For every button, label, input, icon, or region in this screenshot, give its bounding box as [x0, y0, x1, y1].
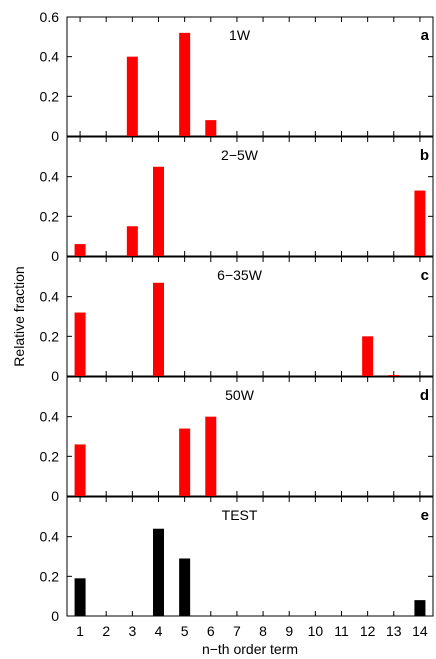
bar — [153, 528, 164, 616]
bar — [153, 282, 164, 376]
panel-frame — [66, 16, 434, 137]
panel-title: 6−35W — [217, 267, 263, 283]
panel-title: 2−5W — [221, 147, 259, 163]
bar — [126, 56, 138, 136]
x-axis-label: n−th order term — [202, 641, 298, 657]
bar — [74, 578, 86, 616]
panel-e: 0 0.2 0.4 TEST e — [40, 496, 434, 624]
y-tick-label: 0.6 — [40, 9, 60, 25]
y-axis-label: Relative fraction — [11, 266, 27, 366]
bar — [388, 375, 400, 376]
x-tick-label: 13 — [386, 623, 402, 639]
x-tick-label: 11 — [334, 623, 349, 639]
bar — [362, 336, 374, 376]
panel-title: TEST — [222, 507, 258, 523]
y-tick-label: 0.4 — [40, 289, 60, 305]
bar — [74, 312, 86, 376]
x-tick-label: 10 — [308, 623, 324, 639]
y-tick-label: 0.4 — [40, 529, 60, 545]
bar — [74, 444, 86, 496]
bar — [126, 226, 138, 256]
panel-letter: c — [421, 267, 429, 284]
y-tick-label: 0.2 — [40, 568, 60, 584]
panel-a: 0 0.2 0.4 0.6 1W a — [40, 9, 434, 144]
panel-letter: e — [421, 507, 429, 524]
x-tick-label: 1 — [76, 623, 84, 639]
y-tick-label: 0.2 — [40, 328, 60, 344]
x-tick-label: 6 — [207, 623, 215, 639]
bar — [153, 166, 164, 256]
x-tick-label: 9 — [285, 623, 293, 639]
panel-d: 0 0.2 0.4 50W d — [40, 376, 434, 504]
bar — [205, 416, 217, 496]
y-tick-label: 0 — [51, 368, 59, 384]
bar — [205, 120, 217, 136]
x-tick-label: 8 — [259, 623, 267, 639]
panel-frame — [66, 376, 434, 497]
bar — [414, 190, 426, 256]
panels: 00.20.40.61W a00.20.42−5W b00.20.46−35W c00… — [40, 9, 434, 624]
x-tick-label: 5 — [181, 623, 189, 639]
panel-letter: a — [421, 27, 430, 44]
panel-b: 0 0.2 0.4 2−5W b — [40, 136, 434, 264]
bar — [414, 600, 426, 616]
panel-letter: b — [420, 147, 429, 164]
panel-c: 0 0.2 0.4 6−35W c — [40, 256, 434, 384]
y-tick-label: 0 — [51, 128, 59, 144]
x-tick-label: 12 — [360, 623, 376, 639]
y-tick-label: 0.4 — [40, 169, 60, 185]
y-tick-label: 0 — [51, 248, 59, 264]
x-tick-labels: 1 2 3 4 5 6 7 8 9 10 11 12 13 14 — [76, 623, 428, 639]
panel-title: 1W — [229, 27, 251, 43]
x-tick-label: 3 — [128, 623, 136, 639]
y-tick-label: 0.2 — [40, 208, 60, 224]
y-tick-label: 0 — [51, 488, 59, 504]
x-tick-label: 2 — [102, 623, 110, 639]
bar — [179, 428, 191, 496]
y-tick-label: 0 — [51, 608, 59, 624]
y-tick-label: 0.4 — [40, 409, 60, 425]
bar — [74, 244, 86, 256]
panel-frame — [66, 496, 434, 617]
x-tick-label: 4 — [155, 623, 163, 639]
panel-title: 50W — [225, 387, 255, 403]
panel-letter: d — [420, 387, 429, 404]
panel-frame — [66, 136, 434, 257]
x-tick-label: 14 — [412, 623, 428, 639]
bar — [179, 558, 191, 616]
y-tick-label: 0.4 — [40, 49, 60, 65]
bar — [179, 32, 191, 136]
panel-frame — [66, 256, 434, 377]
x-tick-label: 7 — [233, 623, 241, 639]
y-tick-label: 0.2 — [40, 88, 60, 104]
y-tick-label: 0.2 — [40, 448, 60, 464]
